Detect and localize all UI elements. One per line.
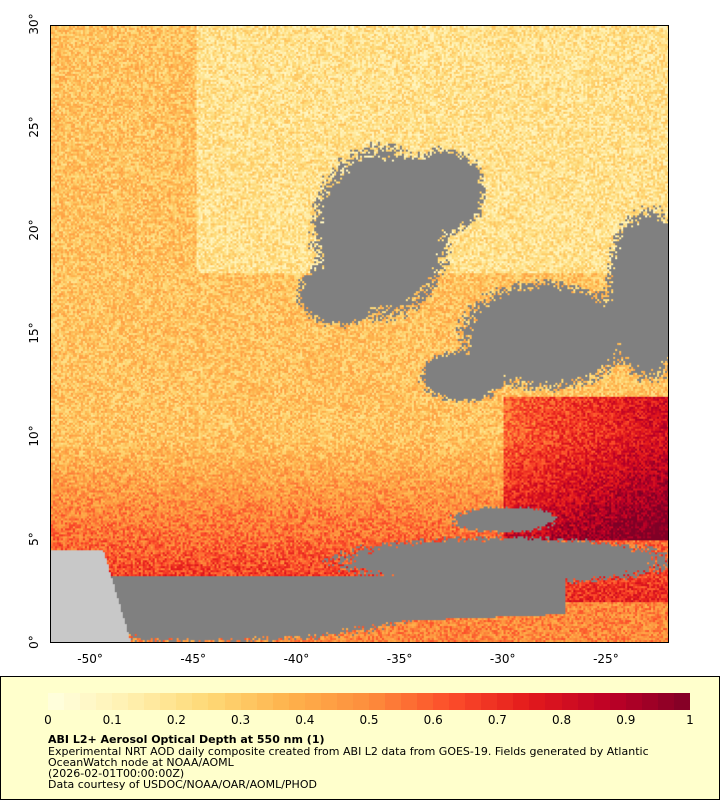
colorbar-label: 0.5 [359, 713, 379, 727]
colorbar-step [48, 693, 65, 710]
legend-title: ABI L2+ Aerosol Optical Depth at 550 nm … [48, 733, 325, 746]
colorbar-step [128, 693, 145, 710]
colorbar-step [641, 693, 658, 710]
y-tick-label: 20° [27, 219, 41, 241]
colorbar-label: 0.6 [423, 713, 443, 727]
colorbar-step [112, 693, 129, 710]
colorbar-step [625, 693, 642, 710]
y-tick-label: 5° [27, 532, 41, 546]
colorbar-step [176, 693, 193, 710]
colorbar-step [224, 693, 241, 710]
colorbar-step [497, 693, 514, 710]
y-tick-label: 10° [27, 425, 41, 447]
colorbar-step [272, 693, 289, 710]
colorbar-step [449, 693, 466, 710]
colorbar-step [368, 693, 385, 710]
legend-time: (2026-02-01T00:00:00Z) [48, 767, 185, 780]
colorbar-step [593, 693, 610, 710]
colorbar-step [384, 693, 402, 710]
colorbar-step [545, 693, 562, 710]
y-tick-label: 30° [27, 13, 41, 35]
x-tick-label: -50° [77, 652, 103, 666]
colorbar-step [240, 693, 257, 710]
colorbar-label: 0.7 [487, 713, 507, 727]
colorbar-step [320, 693, 337, 710]
colorbar-step [96, 693, 113, 710]
colorbar-label: 0.8 [552, 713, 572, 727]
y-tick-label: 25° [27, 116, 41, 138]
x-tick-label: -40° [283, 652, 310, 666]
colorbar-step [288, 693, 305, 710]
colorbar-step [304, 693, 321, 710]
colorbar-step [657, 693, 674, 710]
colorbar-label: 0.2 [166, 713, 186, 727]
x-tick-label: -45° [180, 652, 207, 666]
legend-credit: Data courtesy of USDOC/NOAA/OAR/AOML/PHO… [48, 778, 317, 791]
colorbar-label: 0.3 [231, 713, 251, 727]
colorbar-step [64, 693, 81, 710]
colorbar-step [433, 693, 450, 710]
y-tick-label: 15° [27, 322, 41, 344]
legend-panel: 0 0.1 0.2 0.3 0.4 0.5 0.6 0.7 0.8 0.9 1 ABI L2+ Ae… [0, 676, 720, 800]
colorbar-step [144, 693, 161, 710]
colorbar-step [513, 693, 530, 710]
colorbar-step [561, 693, 578, 710]
colorbar-step [208, 693, 225, 710]
x-tick-label: -35° [386, 652, 413, 666]
colorbar-label: 0.1 [102, 713, 122, 727]
colorbar-step [577, 693, 594, 710]
colorbar-step [465, 693, 482, 710]
colorbar-label: 1 [686, 713, 694, 727]
colorbar-step [352, 693, 369, 710]
colorbar [48, 693, 690, 710]
x-tick-label: -25° [593, 652, 619, 666]
colorbar-step [336, 693, 353, 710]
legend-description-1: Experimental NRT AOD daily composite cre… [48, 745, 649, 758]
legend-description-2: OceanWatch node at NOAA/AOML [48, 756, 234, 769]
aod-map [50, 25, 669, 643]
colorbar-step [529, 693, 546, 710]
x-tick-label: -30° [489, 652, 516, 666]
colorbar-step [80, 693, 97, 710]
colorbar-step [609, 693, 626, 710]
colorbar-label: 0.9 [616, 713, 636, 727]
colorbar-step [481, 693, 498, 710]
colorbar-step [673, 693, 690, 710]
y-tick-label: 0° [27, 635, 41, 649]
colorbar-step [256, 693, 273, 710]
colorbar-step [401, 693, 418, 710]
colorbar-label: 0 [44, 713, 52, 727]
colorbar-step [417, 693, 434, 710]
colorbar-step [160, 693, 177, 710]
colorbar-step [192, 693, 209, 710]
colorbar-label: 0.4 [295, 713, 315, 727]
